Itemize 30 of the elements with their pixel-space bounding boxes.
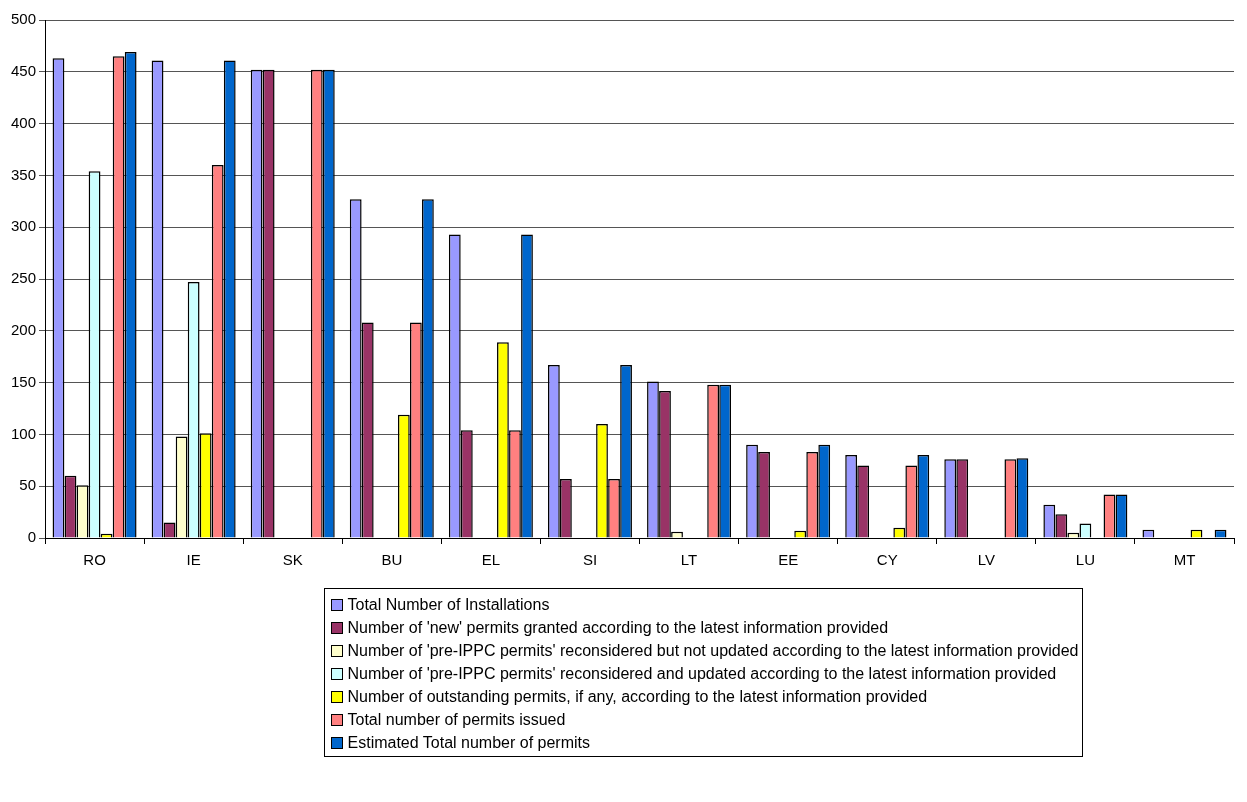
x-tick-label: LT [680,551,698,569]
legend-label: Number of 'new' permits granted according to the latest information provided [347,618,889,637]
y-tick-label: 0 [27,528,37,546]
y-tick-label: 450 [11,61,37,79]
y-tick-label: 200 [11,320,37,338]
y-tick-label: 350 [11,165,37,183]
legend-label: Total number of permits issued [347,710,566,729]
x-tick-label: IE [186,551,201,569]
y-tick-label: 400 [11,113,37,131]
y-tick-label: 50 [19,476,37,494]
x-tick-label: MT [1173,551,1196,569]
legend-label: Estimated Total number of permits [347,733,590,752]
y-tick-label: 100 [11,424,37,442]
y-tick-label: 250 [11,269,37,287]
x-tick-label: SI [582,551,598,569]
legend-label: Number of outstanding permits, if any, according to the latest information provided [347,687,928,706]
legend-label: Total Number of Installations [347,595,550,614]
x-tick-label: CY [876,551,898,569]
x-tick-label: EE [778,551,799,569]
y-tick-label: 500 [11,10,37,28]
x-tick-label: LU [1075,551,1095,569]
x-tick-label: SK [282,551,303,569]
x-tick-label: LV [977,551,995,569]
legend-label: Number of 'pre-IPPC permits' reconsidered but not updated according to the latest information provided [347,641,1079,660]
legend-label: Number of 'pre-IPPC permits' reconsidered and updated according to the latest information provided [347,664,1057,683]
x-tick-label: BU [381,551,403,569]
y-tick-label: 300 [11,217,37,235]
x-tick-label: EL [481,551,501,569]
x-tick-label: RO [83,551,106,569]
y-tick-label: 150 [11,372,37,390]
